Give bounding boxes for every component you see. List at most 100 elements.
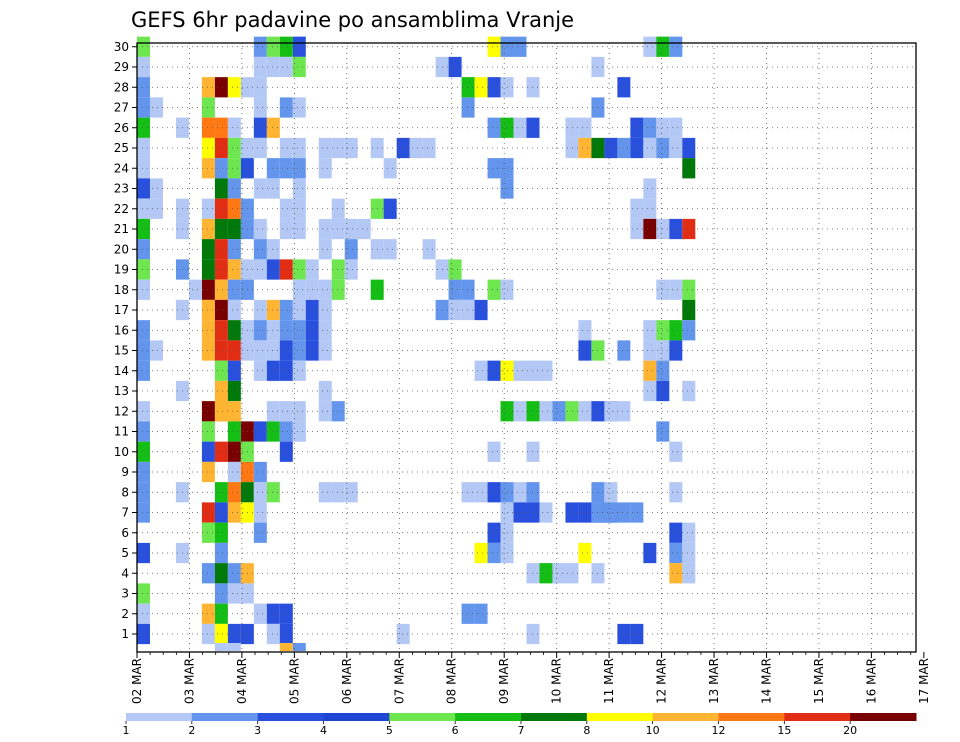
heatmap-cell (565, 502, 579, 523)
heatmap-cell (266, 259, 280, 280)
y-tick-label: 7 (121, 506, 129, 520)
legend-label: 20 (843, 724, 857, 737)
heatmap-cell (137, 279, 150, 300)
heatmap-cell (292, 360, 306, 381)
x-tick-label: 17 MAR (917, 658, 931, 704)
heatmap-cell (214, 563, 228, 584)
y-tick-label: 24 (114, 161, 129, 175)
heatmap-cell (137, 198, 150, 219)
heatmap-cell (253, 137, 267, 159)
heatmap-cell (137, 178, 150, 199)
y-tick-label: 17 (114, 303, 129, 317)
heatmap-cell (357, 218, 371, 240)
heatmap-cell (201, 259, 215, 280)
y-tick-label: 21 (114, 222, 129, 236)
heatmap-cell (227, 380, 241, 402)
heatmap-cell (292, 340, 306, 361)
legend-label: 5 (386, 724, 393, 737)
y-tick-label: 22 (114, 202, 129, 216)
heatmap-cell (292, 178, 306, 199)
x-tick-label: 16 MAR (864, 658, 878, 704)
heatmap-cell (474, 77, 488, 98)
heatmap-cell (214, 522, 228, 543)
heatmap-cell (669, 218, 683, 240)
heatmap-cell (201, 279, 215, 300)
heatmap-cell (201, 299, 215, 321)
heatmap-cell (266, 421, 280, 442)
heatmap-cell (149, 178, 163, 199)
heatmap-cell (201, 117, 215, 138)
legend-swatch (784, 713, 851, 721)
heatmap-cell (318, 380, 332, 402)
heatmap-cell (137, 56, 150, 78)
heatmap-cell (669, 36, 683, 57)
heatmap-cell (137, 542, 150, 564)
heatmap-cell (292, 259, 306, 280)
heatmap-cell (630, 502, 644, 523)
heatmap-cell (214, 542, 228, 564)
heatmap-cell (318, 137, 332, 159)
heatmap-cell (201, 502, 215, 523)
heatmap-cell (214, 380, 228, 402)
y-tick-label: 28 (114, 80, 129, 94)
y-tick-label: 16 (114, 323, 129, 337)
heatmap-cell (383, 239, 397, 260)
y-tick-label: 30 (114, 40, 129, 54)
heatmap-cell (266, 36, 280, 57)
heatmap-cell (448, 279, 462, 300)
heatmap-cell (227, 583, 241, 604)
heatmap-cell (682, 158, 696, 179)
heatmap-cell (292, 137, 306, 159)
heatmap-cell (565, 117, 579, 138)
heatmap-cell (201, 623, 215, 645)
heatmap-cell (318, 158, 332, 179)
heatmap-cell (279, 643, 293, 651)
heatmap-cell (539, 401, 553, 422)
heatmap-cell (630, 117, 644, 138)
heatmap-cell (227, 563, 241, 584)
legend-label: 3 (254, 724, 261, 737)
heatmap-cell (227, 441, 241, 462)
heatmap-cell (214, 279, 228, 300)
heatmap-cell (344, 218, 358, 240)
x-tick-label: 14 MAR (759, 658, 773, 704)
heatmap-cell (539, 563, 553, 584)
heatmap-cell (137, 218, 150, 240)
x-tick-label: 04 MAR (235, 658, 249, 704)
heatmap-cell (227, 117, 241, 138)
x-axis-ticks: 02 MAR 03 MAR 04 MAR 05 MAR 06 MAR 07 MAR 08 M… (130, 652, 931, 704)
heatmap-cell (643, 198, 657, 219)
heatmap-cell (474, 299, 488, 321)
heatmap-cell (578, 340, 592, 361)
legend-swatch (389, 713, 456, 721)
heatmap-cell (344, 259, 358, 280)
heatmap-cell (630, 218, 644, 240)
heatmap-cell (201, 137, 215, 159)
heatmap-cell (292, 36, 306, 57)
heatmap-cell (201, 563, 215, 584)
heatmap-cell (643, 340, 657, 361)
x-tick-label: 05 MAR (287, 658, 301, 704)
heatmap-cell (253, 56, 267, 78)
heatmap-cell (474, 542, 488, 564)
heatmap-cell (214, 117, 228, 138)
heatmap-cell (214, 299, 228, 321)
heatmap-cell (137, 482, 150, 503)
heatmap-cell (137, 36, 150, 57)
legend-label: 8 (583, 724, 590, 737)
heatmap-cell (266, 340, 280, 361)
y-tick-label: 6 (121, 526, 129, 540)
heatmap-cell (318, 239, 332, 260)
heatmap-cell (617, 137, 631, 159)
heatmap-cell (461, 482, 475, 503)
heatmap-cell (137, 259, 150, 280)
y-tick-label: 4 (121, 566, 129, 580)
y-tick-label: 9 (121, 465, 129, 479)
heatmap-cell (253, 320, 267, 341)
heatmap-cell (201, 218, 215, 240)
heatmap-cell (279, 299, 293, 321)
heatmap-cell (227, 360, 241, 381)
heatmap-cells (137, 36, 696, 651)
legend-swatch (126, 713, 193, 721)
heatmap-cell (137, 158, 150, 179)
